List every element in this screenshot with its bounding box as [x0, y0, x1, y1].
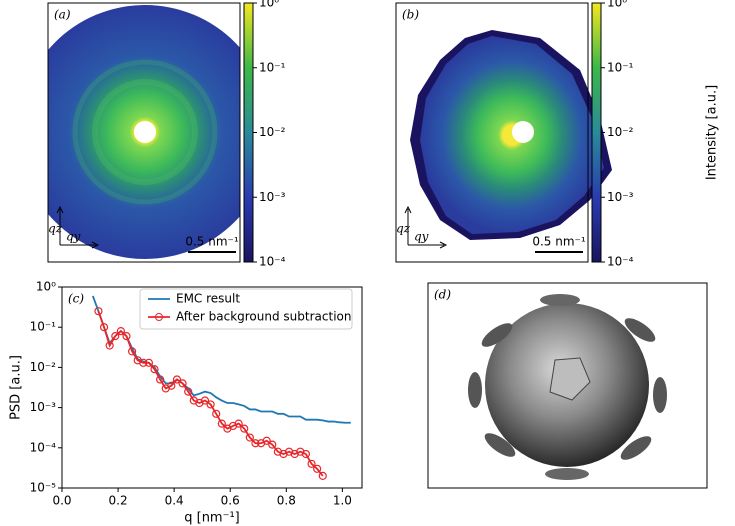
series-marker [184, 387, 193, 396]
series-marker [172, 375, 182, 384]
colorbar [243, 2, 254, 263]
scale-bar-label: 0.5 nm⁻¹ [185, 235, 239, 249]
diffraction-pattern-a [48, 5, 240, 259]
arrow-label: qy [414, 230, 429, 244]
colorbar-label: Intensity [a.u.] [705, 85, 720, 180]
series-marker [240, 424, 249, 433]
x-tick-label: 0.0 [52, 494, 71, 508]
series-marker [111, 332, 120, 341]
x-tick-label: 0.2 [109, 494, 128, 508]
series-marker [156, 375, 165, 384]
y-tick-label: 10⁻² [30, 360, 57, 374]
legend-marker [155, 313, 163, 321]
colorbar-tick-label: 10⁻⁴ [607, 255, 634, 269]
y-tick-label: 10⁻⁴ [30, 440, 57, 454]
panel-label: (d) [434, 288, 451, 302]
y-tick-label: 10⁻¹ [30, 320, 57, 334]
panel-frame [427, 282, 708, 489]
diffraction-pattern-b [410, 30, 612, 240]
y-tick-label: 10⁰ [36, 280, 56, 294]
series-marker [307, 459, 316, 468]
series-marker [301, 449, 311, 459]
legend-label: EMC result [176, 292, 240, 306]
y-tick-label: 10⁻⁵ [30, 481, 57, 495]
x-tick-label: 0.6 [221, 494, 240, 508]
x-tick-label: 0.4 [165, 494, 184, 508]
panel-label: (a) [54, 8, 71, 22]
arrow-label: qz [396, 222, 411, 236]
series-marker [127, 347, 137, 356]
scale-bar-label: 0.5 nm⁻¹ [532, 235, 586, 249]
colorbar-tick-label: 10⁰ [607, 0, 627, 10]
panel-label: (c) [68, 292, 84, 306]
series-marker [268, 440, 277, 449]
colorbar-tick-label: 10⁻¹ [259, 60, 286, 74]
series-marker [105, 341, 114, 350]
arrow-head [56, 205, 64, 214]
arrow-head [439, 241, 448, 249]
panel-frame [47, 2, 241, 263]
y-axis-label: PSD [a.u.] [9, 355, 24, 420]
series-marker [200, 396, 210, 405]
x-tick-label: 1.0 [333, 494, 352, 508]
series-marker [318, 471, 327, 480]
series-marker [206, 400, 215, 409]
series-marker [234, 419, 243, 428]
colorbar-tick-label: 10⁻¹ [607, 60, 634, 74]
arrow-head [404, 205, 412, 214]
series-marker [144, 358, 154, 367]
panel-label: (b) [402, 8, 419, 22]
x-axis-label: q [nm⁻¹] [184, 511, 240, 526]
series-marker [313, 464, 322, 473]
legend-label: After background subtraction [176, 310, 351, 324]
series-marker [217, 419, 226, 428]
colorbar [591, 2, 602, 263]
colorbar-tick-label: 10⁻³ [259, 190, 286, 204]
series-marker [122, 332, 131, 341]
series-marker [262, 436, 271, 445]
series-marker [178, 379, 187, 388]
series-marker [251, 439, 260, 448]
series-marker [212, 409, 221, 418]
colorbar-tick-label: 10⁻³ [607, 190, 634, 204]
colorbar-tick-label: 10⁻² [607, 125, 634, 139]
series-marker [167, 381, 176, 390]
arrow-label: qy [66, 230, 81, 244]
series-marker [116, 326, 125, 336]
x-tick-label: 0.8 [277, 494, 296, 508]
series-marker [245, 433, 254, 442]
colorbar-tick-label: 10⁰ [259, 0, 279, 10]
series-marker [139, 358, 148, 367]
series-marker [99, 323, 109, 332]
arrow-label: qz [48, 222, 63, 236]
series-marker [94, 307, 103, 316]
arrow-head [91, 241, 100, 249]
plot-frame [61, 286, 363, 489]
panel-frame [395, 2, 589, 263]
reconstruction-render [468, 294, 667, 480]
legend-box [139, 288, 353, 330]
colorbar-tick-label: 10⁻⁴ [259, 255, 286, 269]
series-line [91, 295, 351, 424]
y-tick-label: 10⁻³ [30, 400, 57, 414]
colorbar-tick-label: 10⁻² [259, 125, 286, 139]
series-marker [150, 365, 159, 374]
